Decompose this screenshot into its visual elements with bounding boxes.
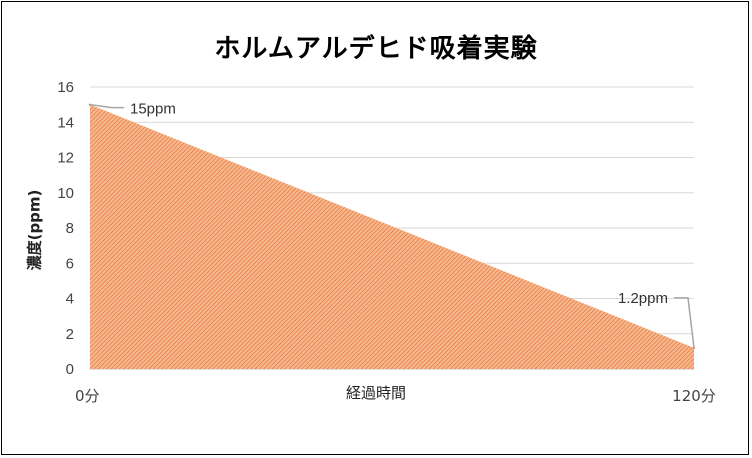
y-tick-label: 8 xyxy=(66,220,74,237)
x-axis-label: 経過時間 xyxy=(345,384,406,402)
y-tick-label: 10 xyxy=(57,185,74,202)
data-label-leader xyxy=(674,297,695,348)
x-tick-label: 120分 xyxy=(672,387,716,405)
y-tick-label: 2 xyxy=(66,326,74,343)
data-label: 1.2ppm xyxy=(618,290,668,307)
data-label-leader xyxy=(89,103,124,109)
y-tick-label: 16 xyxy=(57,79,74,96)
y-tick-label: 12 xyxy=(57,150,74,167)
y-tick-label: 6 xyxy=(66,255,74,272)
y-tick-label: 4 xyxy=(66,291,74,308)
y-tick-label: 0 xyxy=(66,361,74,378)
y-tick-label: 14 xyxy=(57,114,74,131)
area-series xyxy=(90,104,694,369)
chart-title: ホルムアルデヒド吸着実験 xyxy=(214,34,538,64)
x-tick-label: 0分 xyxy=(75,387,100,405)
data-label: 15ppm xyxy=(130,101,176,118)
